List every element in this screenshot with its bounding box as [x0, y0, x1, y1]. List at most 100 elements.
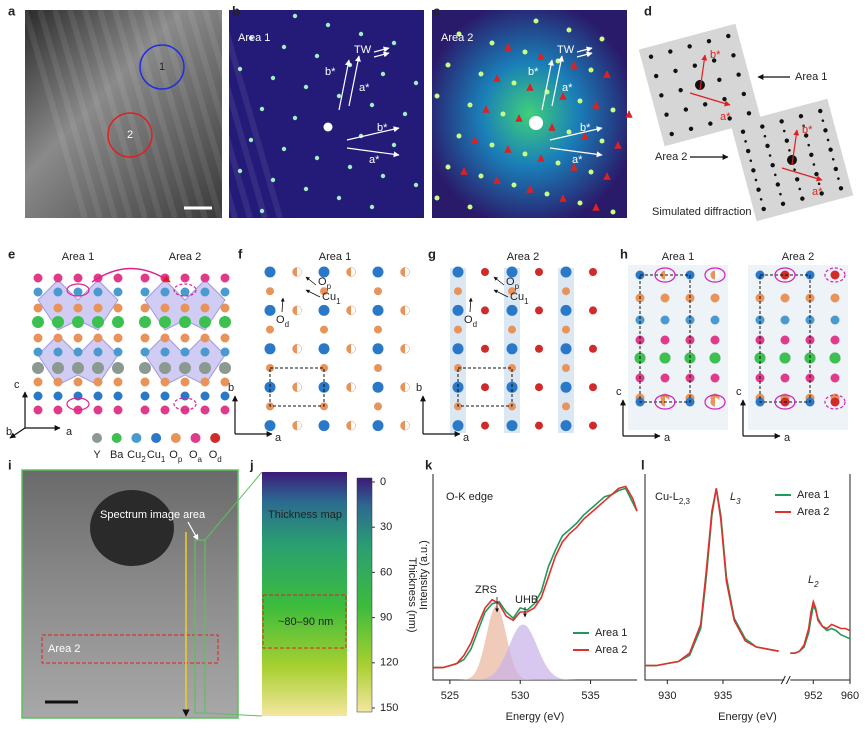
atom [560, 266, 572, 278]
atom [481, 268, 489, 276]
label: a* [572, 154, 583, 166]
sim-spot [779, 119, 784, 124]
diffraction-spot [369, 102, 375, 108]
panel-label: k [425, 457, 433, 472]
atom [780, 335, 790, 345]
atom [292, 267, 302, 277]
highlight [824, 394, 846, 410]
atom [400, 305, 410, 316]
atom [33, 333, 43, 343]
atom [200, 347, 210, 357]
diffraction-spot [434, 93, 440, 99]
sim-spot [659, 93, 664, 98]
label-base: Y [93, 449, 101, 461]
panel-label: i [8, 457, 12, 472]
diffraction-spot [248, 137, 254, 143]
legend-swatch [151, 433, 162, 443]
atom [33, 377, 43, 387]
legend-swatch [92, 433, 102, 443]
legend-label: Y [93, 449, 101, 461]
atom [710, 293, 720, 303]
atom [92, 316, 104, 328]
atom [200, 303, 210, 313]
region-2 [107, 112, 153, 158]
arrow [346, 147, 400, 158]
highlight [654, 267, 676, 283]
atom [400, 344, 410, 354]
diffraction-spot [323, 122, 333, 132]
zoom-line [204, 712, 263, 717]
atom [374, 364, 382, 372]
texture [127, 9, 193, 219]
annotation: ZRS [475, 584, 497, 596]
label-sub: a [198, 455, 203, 464]
atom [140, 273, 150, 283]
atom [160, 333, 170, 343]
arrow [348, 55, 361, 107]
label: Area 1 [238, 32, 270, 44]
label: a [463, 432, 470, 444]
atom [535, 306, 543, 315]
atom [481, 421, 489, 430]
atom [33, 273, 43, 283]
label: c [736, 386, 742, 398]
atom [220, 273, 230, 283]
label-sub: 1 [336, 297, 341, 306]
sim-spot [763, 134, 767, 138]
atom [52, 316, 64, 328]
atom [374, 325, 382, 334]
atom [560, 381, 572, 393]
sim-spot [837, 177, 840, 180]
atom [93, 303, 103, 313]
atom [660, 373, 670, 383]
legend-label: Cu1 [147, 449, 166, 464]
atom [180, 333, 190, 343]
colorbar-tick-label: 60 [380, 566, 392, 578]
sim-spot [800, 196, 805, 201]
atom [755, 315, 765, 325]
atom [755, 335, 765, 345]
atom [506, 420, 518, 432]
legend-label: Ba [110, 449, 124, 461]
atom [535, 383, 543, 392]
sim-spot [741, 91, 747, 97]
diffraction-spot [500, 111, 506, 117]
label-sub: 1 [161, 455, 166, 464]
layer: a b c d e f g h i j k l 1 2 Area 1 TW b* a* b* a* Area 2 TW b*… [6, 3, 859, 722]
atom [320, 325, 328, 334]
label: b* [710, 49, 721, 61]
sim-spot [744, 140, 747, 143]
atom [372, 381, 384, 393]
atom [53, 391, 63, 401]
site-label: Od [276, 314, 289, 329]
atom [266, 325, 274, 334]
atom [140, 303, 150, 313]
atom [33, 287, 43, 297]
x-tick-label: 535 [581, 690, 599, 702]
atom [200, 377, 210, 387]
label: a* [369, 154, 380, 166]
atom [508, 287, 516, 296]
sim-spot [779, 192, 782, 196]
diffraction-spot [303, 84, 309, 90]
diffraction-spot [577, 200, 583, 206]
texture [142, 9, 208, 219]
transform-arrow [91, 267, 171, 283]
atom [180, 303, 190, 313]
axis-break [780, 675, 791, 685]
highlight [774, 267, 796, 283]
sim-spot [688, 126, 694, 132]
site-label: Cu1 [322, 291, 341, 306]
sim-dots [648, 33, 752, 137]
diffraction-spot [237, 168, 243, 174]
sim-spot [838, 186, 844, 191]
atom [264, 381, 276, 393]
spectrum-line [433, 487, 638, 669]
atom [400, 267, 410, 277]
atom [508, 325, 516, 334]
diffraction-spot [270, 75, 276, 81]
sim-spot [782, 129, 786, 133]
atom [200, 405, 210, 415]
sim-spot [788, 149, 791, 152]
label: b* [580, 122, 591, 134]
